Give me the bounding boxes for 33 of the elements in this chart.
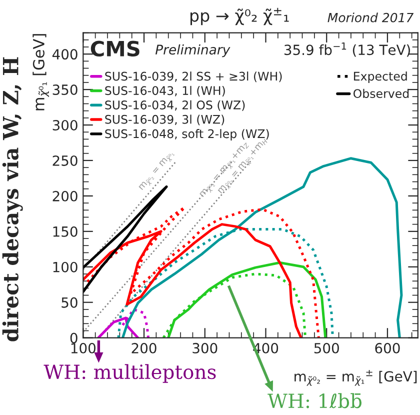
text: direct decays via W, Z, H [2,57,23,342]
x-tick-label: 100 [71,342,96,354]
x-tick-label: 500 [314,342,339,354]
y-tick-label: 200 [52,190,78,202]
annotation: m$_{χ̃⁰₂}$ = m$_{χ̃⁰₁}$ [138,150,176,192]
x-tick-label: 300 [192,342,218,354]
annotation: 35.9 fb$^{−1}$ (13 TeV) [284,42,410,57]
x-tick-label: 600 [375,342,400,354]
text: WH: 1ℓbb̄ [268,393,362,408]
y-tick-label: 50 [62,297,78,308]
x-axis-title: m$_{χ̃⁰₂}$ = m$_{χ̃₁}$$^{±}$ [GeV] [294,370,417,386]
line-series [86,206,320,338]
legend-label: SUS-16-039, 3l (WZ) [105,114,224,126]
annotation: Observed [353,88,409,98]
y-tick-label: 400 [52,49,78,60]
y-tick-label: 300 [52,120,78,130]
chart-title: pp → χ̃⁰₂ χ̃$^{±}$₁ [190,8,289,26]
y-axis-title: m$_{χ̃⁰₁}$ [GeV] [32,34,50,110]
text: WH: multileptons [44,364,216,383]
legend-label: SUS-16-048, soft 2-lep (WZ) [105,129,269,140]
y-tick-label: 350 [52,84,78,96]
legend-label: SUS-16-034, 2l OS (WZ) [105,100,245,111]
y-tick-label: 0 [70,332,78,344]
x-tick-label: 200 [132,342,156,354]
y-tick-label: 250 [52,155,78,166]
annotation: Preliminary [155,44,230,58]
annotation: CMS [90,40,140,57]
legend-label: SUS-16-039, 2l SS + ≥3l (WH) [105,72,282,82]
y-tick-label: 100 [53,262,78,272]
legend-label: SUS-16-043, 1l (WH) [105,86,225,96]
annotation: Expected [354,72,407,83]
y-tick-label: 150 [53,226,78,237]
text: Moriond 2017 [328,12,414,22]
